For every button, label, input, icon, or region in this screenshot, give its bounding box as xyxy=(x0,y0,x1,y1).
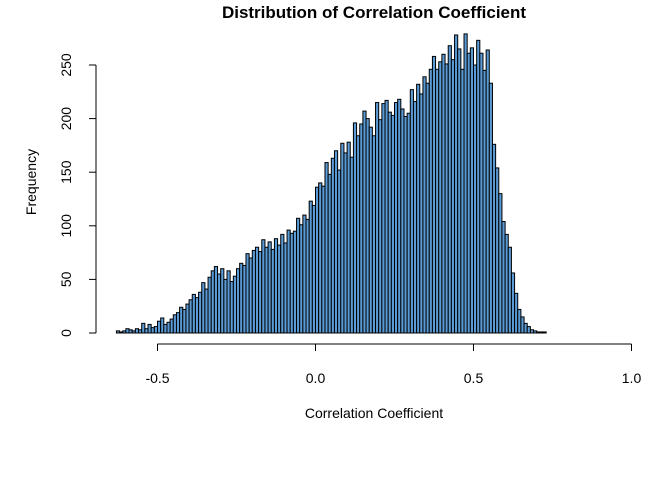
bars-group xyxy=(115,33,547,334)
histogram-bar xyxy=(542,331,547,334)
x-axis-title: Correlation Coefficient xyxy=(305,405,443,421)
x-tick-label: 0.5 xyxy=(464,370,484,386)
x-tick-label: -0.5 xyxy=(145,370,169,386)
y-tick-label: 150 xyxy=(58,160,74,184)
y-tick-label: 250 xyxy=(58,53,74,77)
chart-title: Distribution of Correlation Coefficient xyxy=(222,3,526,22)
x-tick-label: 1.0 xyxy=(622,370,642,386)
y-tick-label: 0 xyxy=(58,329,74,337)
x-tick-label: 0.0 xyxy=(306,370,326,386)
x-axis: -0.5 0.0 0.5 1.0 xyxy=(145,343,642,386)
y-tick-label: 200 xyxy=(58,107,74,131)
y-axis: 0 50 100 150 200 250 xyxy=(58,53,97,337)
y-axis-title: Frequency xyxy=(23,149,39,215)
y-tick-label: 100 xyxy=(58,214,74,238)
y-tick-label: 50 xyxy=(58,271,74,287)
histogram-bar xyxy=(141,322,146,334)
